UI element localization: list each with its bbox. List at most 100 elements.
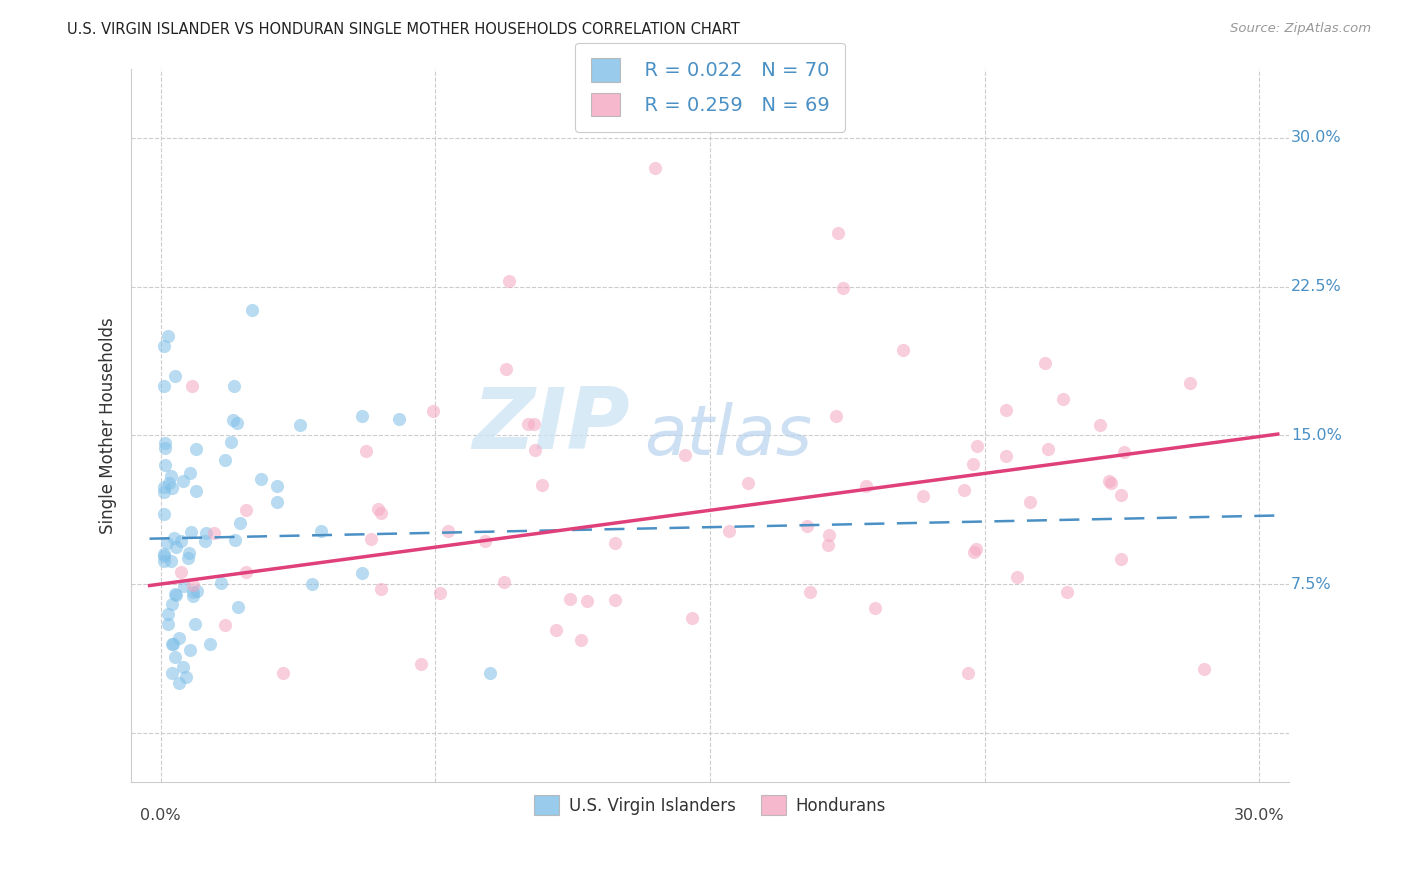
Point [436,524,458,538]
Point [957,666,980,681]
Point [162,636,184,650]
Point [160,597,183,611]
Point [160,666,183,681]
Legend: U.S. Virgin Islanders, Hondurans: U.S. Virgin Islanders, Hondurans [524,785,896,825]
Point [173,579,195,593]
Point [165,650,187,665]
Text: U.S. VIRGIN ISLANDER VS HONDURAN SINGLE MOTHER HOUSEHOLDS CORRELATION CHART: U.S. VIRGIN ISLANDER VS HONDURAN SINGLE … [67,22,740,37]
Point [222,412,245,426]
Point [172,474,194,488]
Point [429,586,451,600]
Point [153,378,176,392]
Point [494,574,516,589]
Point [799,585,821,599]
Point [162,636,184,650]
Text: 15.0%: 15.0% [1291,428,1341,442]
Point [172,660,194,674]
Y-axis label: Single Mother Households: Single Mother Households [100,317,117,533]
Point [1036,442,1059,456]
Point [184,484,207,499]
Point [966,439,988,453]
Point [953,483,976,497]
Point [409,657,432,671]
Point [181,589,204,603]
Point [165,540,187,554]
Point [156,607,179,621]
Point [160,468,183,483]
Point [962,458,984,472]
Point [156,329,179,343]
Point [235,503,257,517]
Point [224,378,246,392]
Point [474,534,496,549]
Point [796,519,818,533]
Text: 7.5%: 7.5% [1291,576,1331,591]
Point [179,467,201,481]
Point [153,479,176,493]
Point [388,412,411,426]
Point [644,161,666,175]
Point [1101,476,1123,491]
Point [422,404,444,418]
Point [181,578,204,592]
Text: 30.0%: 30.0% [1291,130,1341,145]
Point [266,478,288,492]
Point [226,600,249,615]
Point [495,361,517,376]
Point [370,582,392,596]
Point [737,475,759,490]
Point [240,303,263,318]
Point [891,343,914,357]
Point [301,577,323,591]
Point [350,566,373,581]
Point [370,506,392,520]
Point [309,524,332,538]
Point [235,565,257,579]
Point [157,475,180,490]
Point [1056,585,1078,599]
Text: 0.0%: 0.0% [141,808,181,823]
Point [523,417,546,432]
Point [163,531,186,545]
Point [153,549,176,563]
Point [827,226,849,240]
Point [250,471,273,485]
Point [288,418,311,433]
Point [1019,495,1042,509]
Point [184,617,207,632]
Point [156,536,179,550]
Point [360,533,382,547]
Text: 30.0%: 30.0% [1234,808,1285,823]
Point [165,368,187,383]
Point [524,442,547,457]
Text: Source: ZipAtlas.com: Source: ZipAtlas.com [1230,22,1371,36]
Point [1098,474,1121,488]
Point [214,618,236,632]
Point [180,378,202,392]
Point [825,409,848,423]
Point [1194,662,1216,676]
Point [576,594,599,608]
Point [153,436,176,450]
Point [229,516,252,530]
Point [167,631,190,645]
Point [273,666,295,681]
Point [911,489,934,503]
Point [1178,376,1201,391]
Point [530,478,553,492]
Point [195,525,218,540]
Point [1109,551,1132,566]
Point [995,449,1018,463]
Point [266,495,288,509]
Point [479,666,502,681]
Point [221,434,243,449]
Point [832,281,855,295]
Point [165,587,187,601]
Point [1109,488,1132,502]
Text: ZIP: ZIP [472,384,630,467]
Point [965,542,987,557]
Point [717,524,740,538]
Point [153,458,176,472]
Point [863,600,886,615]
Point [177,546,200,560]
